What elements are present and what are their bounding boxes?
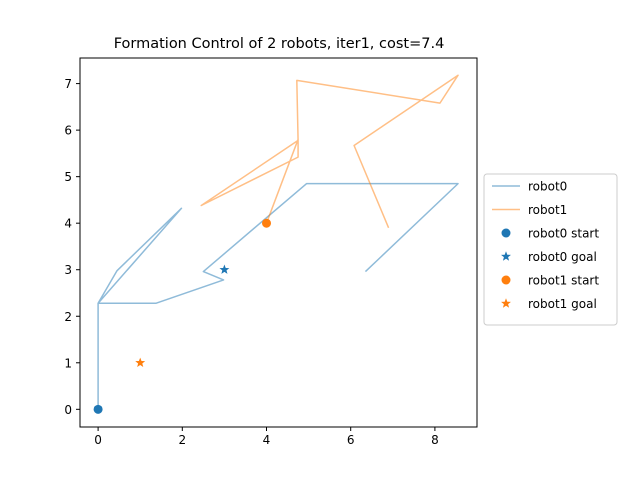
legend-label: robot0 goal: [528, 250, 597, 264]
x-tick-label: 8: [431, 433, 439, 447]
axes-frame: [79, 57, 478, 428]
y-tick-label: 6: [64, 124, 72, 138]
x-tick-label: 4: [263, 433, 271, 447]
legend-swatch-star: [501, 251, 511, 261]
legend-swatch-circle: [501, 228, 511, 238]
legend-label: robot0: [528, 180, 567, 194]
y-tick-label: 0: [64, 403, 72, 417]
plot-area: [93, 74, 459, 414]
marker-circle-2: [93, 404, 103, 414]
legend-swatch-circle: [501, 275, 511, 285]
y-tick-label: 1: [64, 356, 72, 370]
legend-label: robot1 goal: [528, 297, 597, 311]
marker-circle-4: [262, 218, 272, 228]
legend-box: [483, 173, 618, 326]
x-tick-label: 2: [178, 433, 186, 447]
y-tick-label: 2: [64, 310, 72, 324]
marker-star-3: [219, 264, 230, 274]
axes: 0 2 4 6 8 0 1 2 3 4 5 6 7: [64, 57, 478, 447]
marker-star-5: [135, 357, 146, 367]
legend-label: robot0 start: [528, 227, 599, 241]
y-tick-label: 7: [64, 77, 72, 91]
x-tick-label: 6: [347, 433, 355, 447]
legend-label: robot1 start: [528, 274, 599, 288]
legend-label: robot1: [528, 203, 567, 217]
y-tick-label: 5: [64, 170, 72, 184]
series-line-1: [200, 74, 459, 229]
y-tick-label: 3: [64, 263, 72, 277]
legend-swatch-star: [501, 298, 511, 308]
chart-title: Formation Control of 2 robots, iter1, co…: [114, 36, 445, 52]
y-tick-label: 4: [64, 217, 72, 231]
series-line-0: [97, 182, 459, 410]
x-tick-label: 0: [94, 433, 102, 447]
legend: robot0 robot1 robot0 start robot0 goal robot…: [483, 173, 618, 326]
